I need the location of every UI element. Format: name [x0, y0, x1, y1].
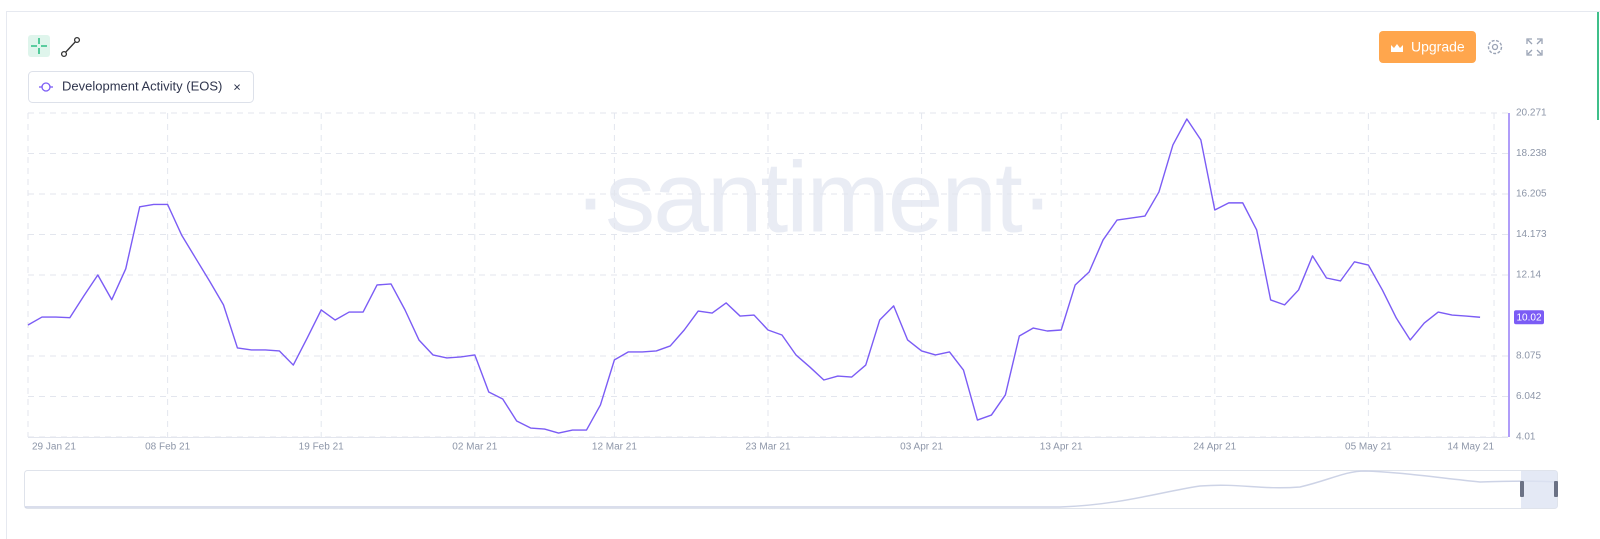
last-value-badge: [1514, 310, 1544, 325]
x-tick-label: 12 Mar 21: [592, 442, 637, 453]
crosshair-tool[interactable]: [28, 35, 50, 57]
gear-inner: [1491, 43, 1499, 51]
navigator-handle-right[interactable]: [1554, 481, 1558, 497]
y-tick-label: 4.01: [1516, 432, 1536, 443]
fullscreen-icon: [1526, 38, 1543, 56]
y-tick-label: 6.042: [1516, 391, 1541, 402]
chip-label: Development Activity (EOS): [62, 78, 222, 93]
x-tick-label: 05 May 21: [1345, 442, 1392, 453]
navigator-window[interactable]: [1521, 471, 1557, 508]
chip-marker: [41, 82, 51, 92]
x-tick-label: 24 Apr 21: [1193, 442, 1236, 453]
line-icon: [63, 39, 78, 55]
settings-button[interactable]: [1487, 39, 1503, 55]
metric-chip[interactable]: Development Activity (EOS) ×: [28, 71, 254, 103]
y-tick-label: 8.075: [1516, 351, 1541, 362]
gear-outer: [1487, 39, 1503, 55]
navigator-handle-left[interactable]: [1520, 481, 1524, 497]
crosshair-icon: [31, 38, 47, 54]
crown-icon: [1391, 44, 1403, 52]
y-tick-label: 14.173: [1516, 229, 1547, 240]
navigator[interactable]: [24, 470, 1559, 509]
x-tick-label: 19 Feb 21: [299, 442, 344, 453]
chip-bg: [28, 71, 254, 103]
last-value-label: 10.02: [1516, 312, 1541, 323]
plot-area: 4.01 6.042 8.075 12.14 14.173 16.205 18.238 20.…: [27, 108, 1547, 453]
chip-close[interactable]: ×: [233, 79, 241, 94]
y-tick-label: 16.205: [1516, 189, 1547, 200]
watermark: ·santiment·: [574, 141, 1052, 253]
upgrade-label: Upgrade: [1411, 39, 1465, 55]
upgrade-bg: [1379, 31, 1476, 63]
x-tick-label: 13 Apr 21: [1040, 442, 1083, 453]
navigator-trend: [25, 470, 1557, 508]
line-tool[interactable]: [60, 36, 81, 58]
series-line: [27, 118, 1481, 434]
crosshair-bg: [28, 35, 50, 57]
x-tick-label: 02 Mar 21: [452, 442, 497, 453]
x-tick-label: 08 Feb 21: [145, 442, 190, 453]
fullscreen-button[interactable]: [1526, 38, 1543, 56]
y-tick-label: 18.238: [1516, 148, 1547, 159]
line-icon-start: [60, 50, 68, 58]
y-tick-label: 20.271: [1516, 108, 1547, 119]
navigator-frame: [24, 470, 1558, 509]
x-tick-label: 03 Apr 21: [900, 442, 943, 453]
x-tick-label: 14 May 21: [1447, 442, 1494, 453]
upgrade-button[interactable]: Upgrade: [1379, 31, 1476, 63]
x-tick-label: 23 Mar 21: [745, 442, 790, 453]
line-icon-end: [73, 36, 81, 44]
x-tick-label: 29 Jan 21: [32, 442, 76, 453]
y-tick-label: 12.14: [1516, 270, 1541, 281]
